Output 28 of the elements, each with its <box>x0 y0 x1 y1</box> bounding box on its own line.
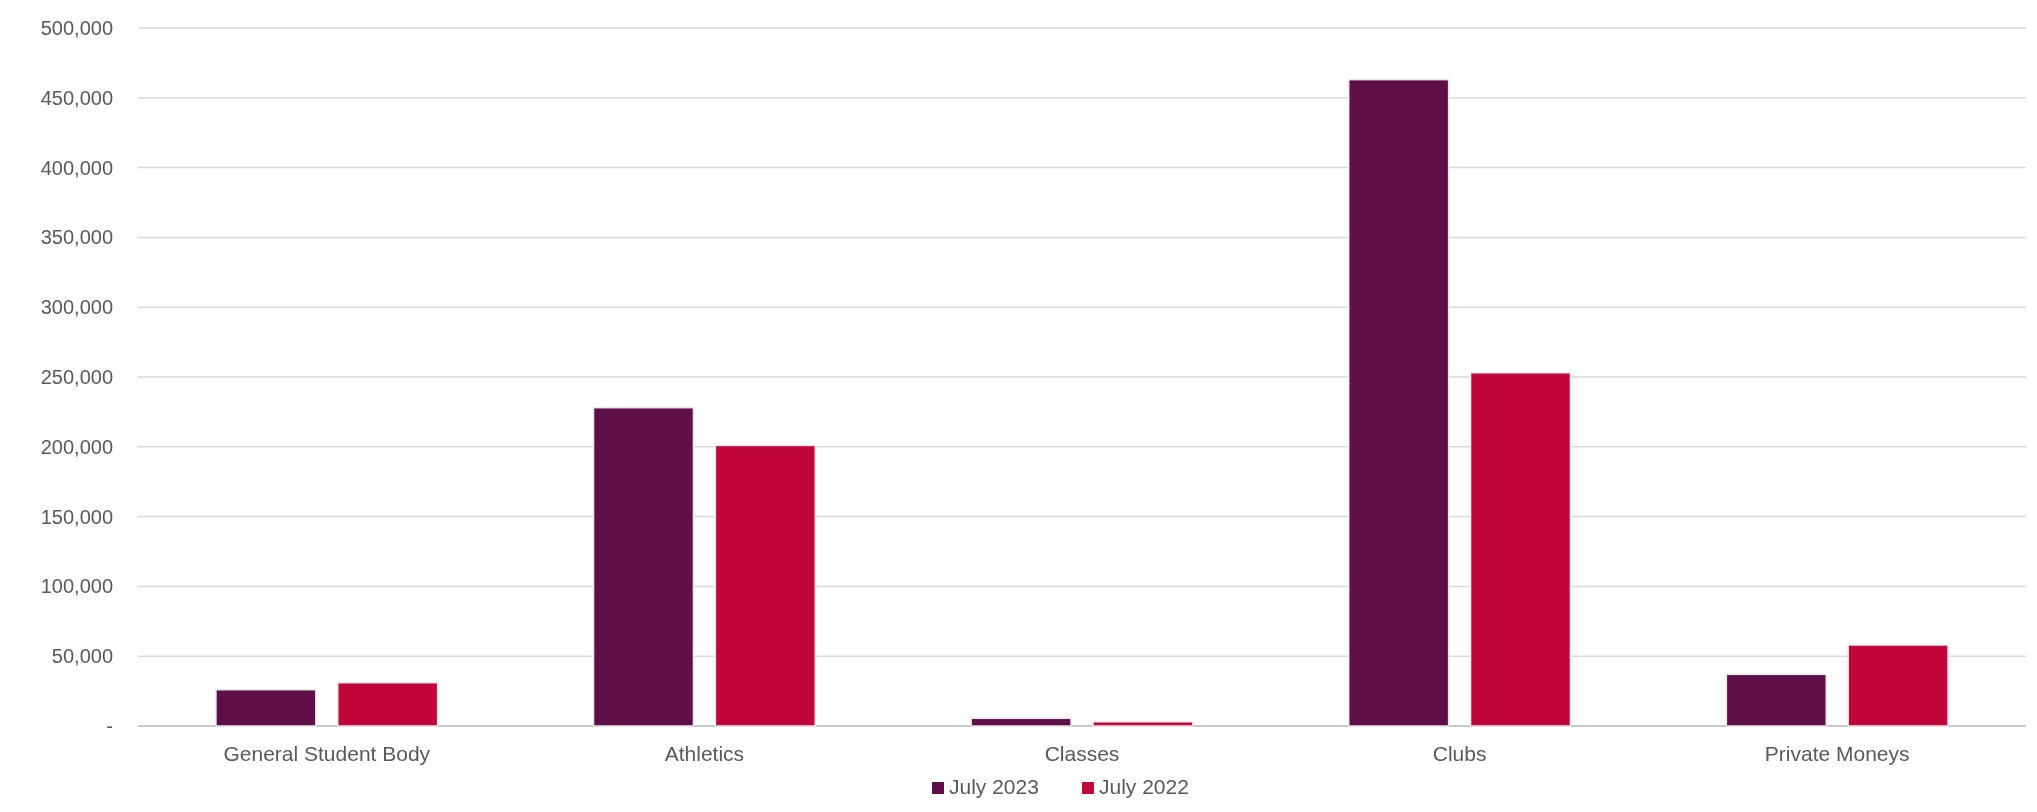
y-tick-label: 400,000 <box>40 156 113 179</box>
y-tick-label: - <box>106 715 113 737</box>
y-tick-label: 500,000 <box>40 17 113 39</box>
bar <box>970 717 1072 727</box>
x-tick-label: General Student Body <box>223 742 431 765</box>
bar <box>1469 372 1572 727</box>
bar <box>592 406 695 727</box>
x-tick-label: Classes <box>1044 742 1120 765</box>
y-tick-label: 200,000 <box>40 435 113 458</box>
y-tick-label: 300,000 <box>40 296 113 319</box>
bar <box>1348 78 1450 727</box>
y-tick-label: 100,000 <box>40 575 113 598</box>
bar <box>1092 721 1194 727</box>
y-tick-label: 50,000 <box>51 645 113 668</box>
x-tick-label: Clubs <box>1432 742 1487 765</box>
legend-label: July 2023 <box>949 775 1039 798</box>
bar <box>714 444 816 727</box>
bar <box>1725 673 1827 727</box>
x-tick-label: Athletics <box>664 742 745 765</box>
x-tick-label: Private Moneys <box>1764 742 1910 765</box>
bar <box>337 681 439 727</box>
bar <box>1847 644 1949 727</box>
legend-label: July 2022 <box>1099 775 1189 798</box>
y-tick-label: 350,000 <box>40 226 113 249</box>
bar <box>215 688 317 727</box>
y-tick-label: 150,000 <box>40 505 113 528</box>
y-tick-label: 250,000 <box>40 366 113 388</box>
y-tick-label: 450,000 <box>40 86 113 109</box>
